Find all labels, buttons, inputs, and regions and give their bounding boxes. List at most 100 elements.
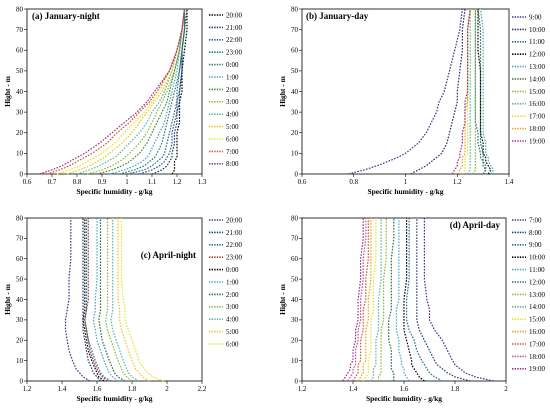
series-line-1100	[474, 9, 487, 175]
y-tick-label: 0	[20, 170, 24, 178]
legend-entry: 20:00	[226, 11, 242, 19]
series-line-1200	[477, 9, 492, 175]
y-axis-label: Hight - m	[3, 75, 12, 107]
y-axis-label: Hight - m	[3, 283, 12, 315]
panel-title: (c) April-night	[141, 250, 196, 260]
legend-entry: 16:00	[529, 100, 545, 108]
legend-entry: 15:00	[529, 88, 545, 96]
legend: 9:00 10:00 11:00 12:00 13:00 14:00 15:00 16:00 1…	[512, 13, 545, 145]
series-line-1700	[352, 218, 369, 382]
x-tick-label: 1.4	[58, 385, 67, 393]
y-tick-label: 10	[16, 150, 24, 158]
legend-entry: 10:00	[529, 26, 545, 34]
x-tick-label: 1.2	[453, 178, 462, 186]
legend-entry: 14:00	[529, 303, 545, 311]
y-tick-label: 80	[291, 214, 299, 222]
legend-entry: 1:00	[226, 73, 239, 81]
legend-entry: 18:00	[529, 125, 545, 133]
legend-entry: 23:00	[226, 254, 242, 262]
series-line-2100	[82, 218, 101, 382]
series-line-1300	[377, 218, 387, 381]
x-tick-label: 1.8	[128, 385, 137, 393]
y-tick-label: 40	[291, 296, 299, 304]
y-tick-label: 30	[16, 316, 24, 324]
legend-entry: 2:00	[226, 86, 239, 94]
x-tick-label: 1.4	[505, 178, 514, 186]
legend-entry: 6:00	[226, 135, 239, 143]
series-line-1700	[461, 8, 471, 175]
y-tick-label: 30	[291, 316, 299, 324]
x-tick-label: 1.6	[93, 385, 102, 393]
series-line-1900	[342, 218, 364, 382]
legend-entry: 21:00	[226, 24, 242, 32]
legend-entry: 9:00	[529, 13, 542, 21]
series-line-2100	[151, 8, 188, 175]
legend-entry: 11:00	[529, 38, 545, 46]
legend-entry: 19:00	[529, 365, 545, 373]
legend-entry: 2:00	[226, 291, 239, 299]
series-line-2000	[171, 9, 188, 175]
legend-entry: 19:00	[529, 137, 545, 145]
series-line-200	[98, 218, 126, 382]
series-line-1900	[451, 8, 471, 175]
y-tick-label: 30	[291, 108, 299, 116]
series-line-1200	[388, 218, 395, 381]
panel-1: 0 10 20 30 40 50 60 70 80 0.6 0.7 0.8 0.9 1 1.1 1.2 1.3 S…	[3, 5, 242, 196]
panel-title: (b) January-day	[306, 11, 369, 21]
legend-entry: 20:00	[226, 216, 242, 224]
y-tick-label: 60	[291, 255, 299, 263]
x-tick-label: 1.2	[23, 385, 32, 393]
y-tick-label: 40	[16, 296, 24, 304]
y-tick-label: 70	[291, 26, 299, 34]
panel-title: (a) January-night	[32, 11, 100, 21]
legend-entry: 21:00	[226, 229, 242, 237]
series-line-700	[423, 218, 494, 382]
legend-entry: 3:00	[226, 98, 239, 106]
y-tick-label: 10	[291, 357, 299, 365]
series-line-100	[109, 8, 186, 175]
x-tick-label: 1	[125, 178, 129, 186]
series-line-1400	[370, 218, 382, 382]
series-line-2000	[64, 218, 91, 382]
legend-entry: 23:00	[226, 49, 242, 57]
legend-entry: 8:00	[529, 229, 542, 237]
y-tick-label: 70	[291, 235, 299, 243]
x-tick-label: 0.6	[298, 178, 307, 186]
series-line-000	[82, 218, 105, 382]
series-line-1600	[357, 218, 372, 382]
legend-entry: 13:00	[529, 63, 545, 71]
x-axis-label: Specific humidity - g/kg	[366, 394, 442, 403]
y-tick-label: 0	[20, 377, 24, 385]
series-line-2300	[84, 218, 108, 382]
series-line-1600	[467, 9, 471, 175]
legend: 20:00 21:00 22:00 23:00 0:00 1:00 2:00 3:00 4:00…	[209, 11, 242, 168]
y-tick-label: 60	[16, 47, 24, 55]
series-line-200	[96, 8, 186, 175]
y-tick-label: 10	[291, 150, 299, 158]
y-tick-label: 20	[291, 337, 299, 345]
series-line-400	[110, 218, 140, 382]
y-tick-label: 50	[291, 275, 299, 283]
series-line-300	[86, 8, 186, 175]
y-axis-label: Hight - m	[278, 283, 287, 315]
y-tick-label: 20	[16, 129, 24, 137]
x-tick-label: 1	[404, 178, 408, 186]
x-tick-label: 0.9	[98, 178, 107, 186]
series-line-300	[105, 218, 133, 382]
x-tick-label: 0.7	[48, 178, 57, 186]
legend-entry: 22:00	[226, 241, 242, 249]
y-tick-label: 40	[291, 88, 299, 96]
legend-entry: 8:00	[226, 160, 239, 168]
series-line-600	[120, 218, 164, 382]
legend-entry: 7:00	[226, 148, 239, 156]
legend-entry: 13:00	[529, 291, 545, 299]
legend-entry: 17:00	[529, 340, 545, 348]
series-line-1300	[479, 8, 495, 175]
y-tick-label: 60	[291, 47, 299, 55]
legend-entry: 18:00	[529, 353, 545, 361]
legend-entry: 5:00	[226, 123, 239, 131]
series-line-2200	[84, 218, 112, 382]
x-tick-label: 1.2	[173, 178, 182, 186]
legend: 20:00 21:00 22:00 23:00 0:00 1:00 2:00 3:00 4:00…	[209, 216, 242, 348]
